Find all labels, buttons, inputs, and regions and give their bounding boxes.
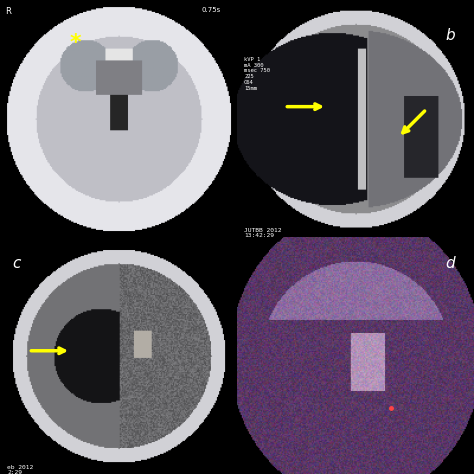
Text: c: c (12, 256, 20, 271)
Text: R: R (5, 7, 10, 16)
Text: kVP 1
mA 300
msec 750
225
C64
15mm: kVP 1 mA 300 msec 750 225 C64 15mm (244, 57, 270, 91)
Text: *: * (70, 33, 82, 53)
Text: eb 2012
2:29: eb 2012 2:29 (7, 465, 33, 474)
Text: JUTBB 2012
13:42:29: JUTBB 2012 13:42:29 (244, 228, 282, 238)
Text: b: b (446, 28, 455, 44)
Text: d: d (446, 256, 455, 271)
Text: 0.75s: 0.75s (201, 7, 221, 13)
